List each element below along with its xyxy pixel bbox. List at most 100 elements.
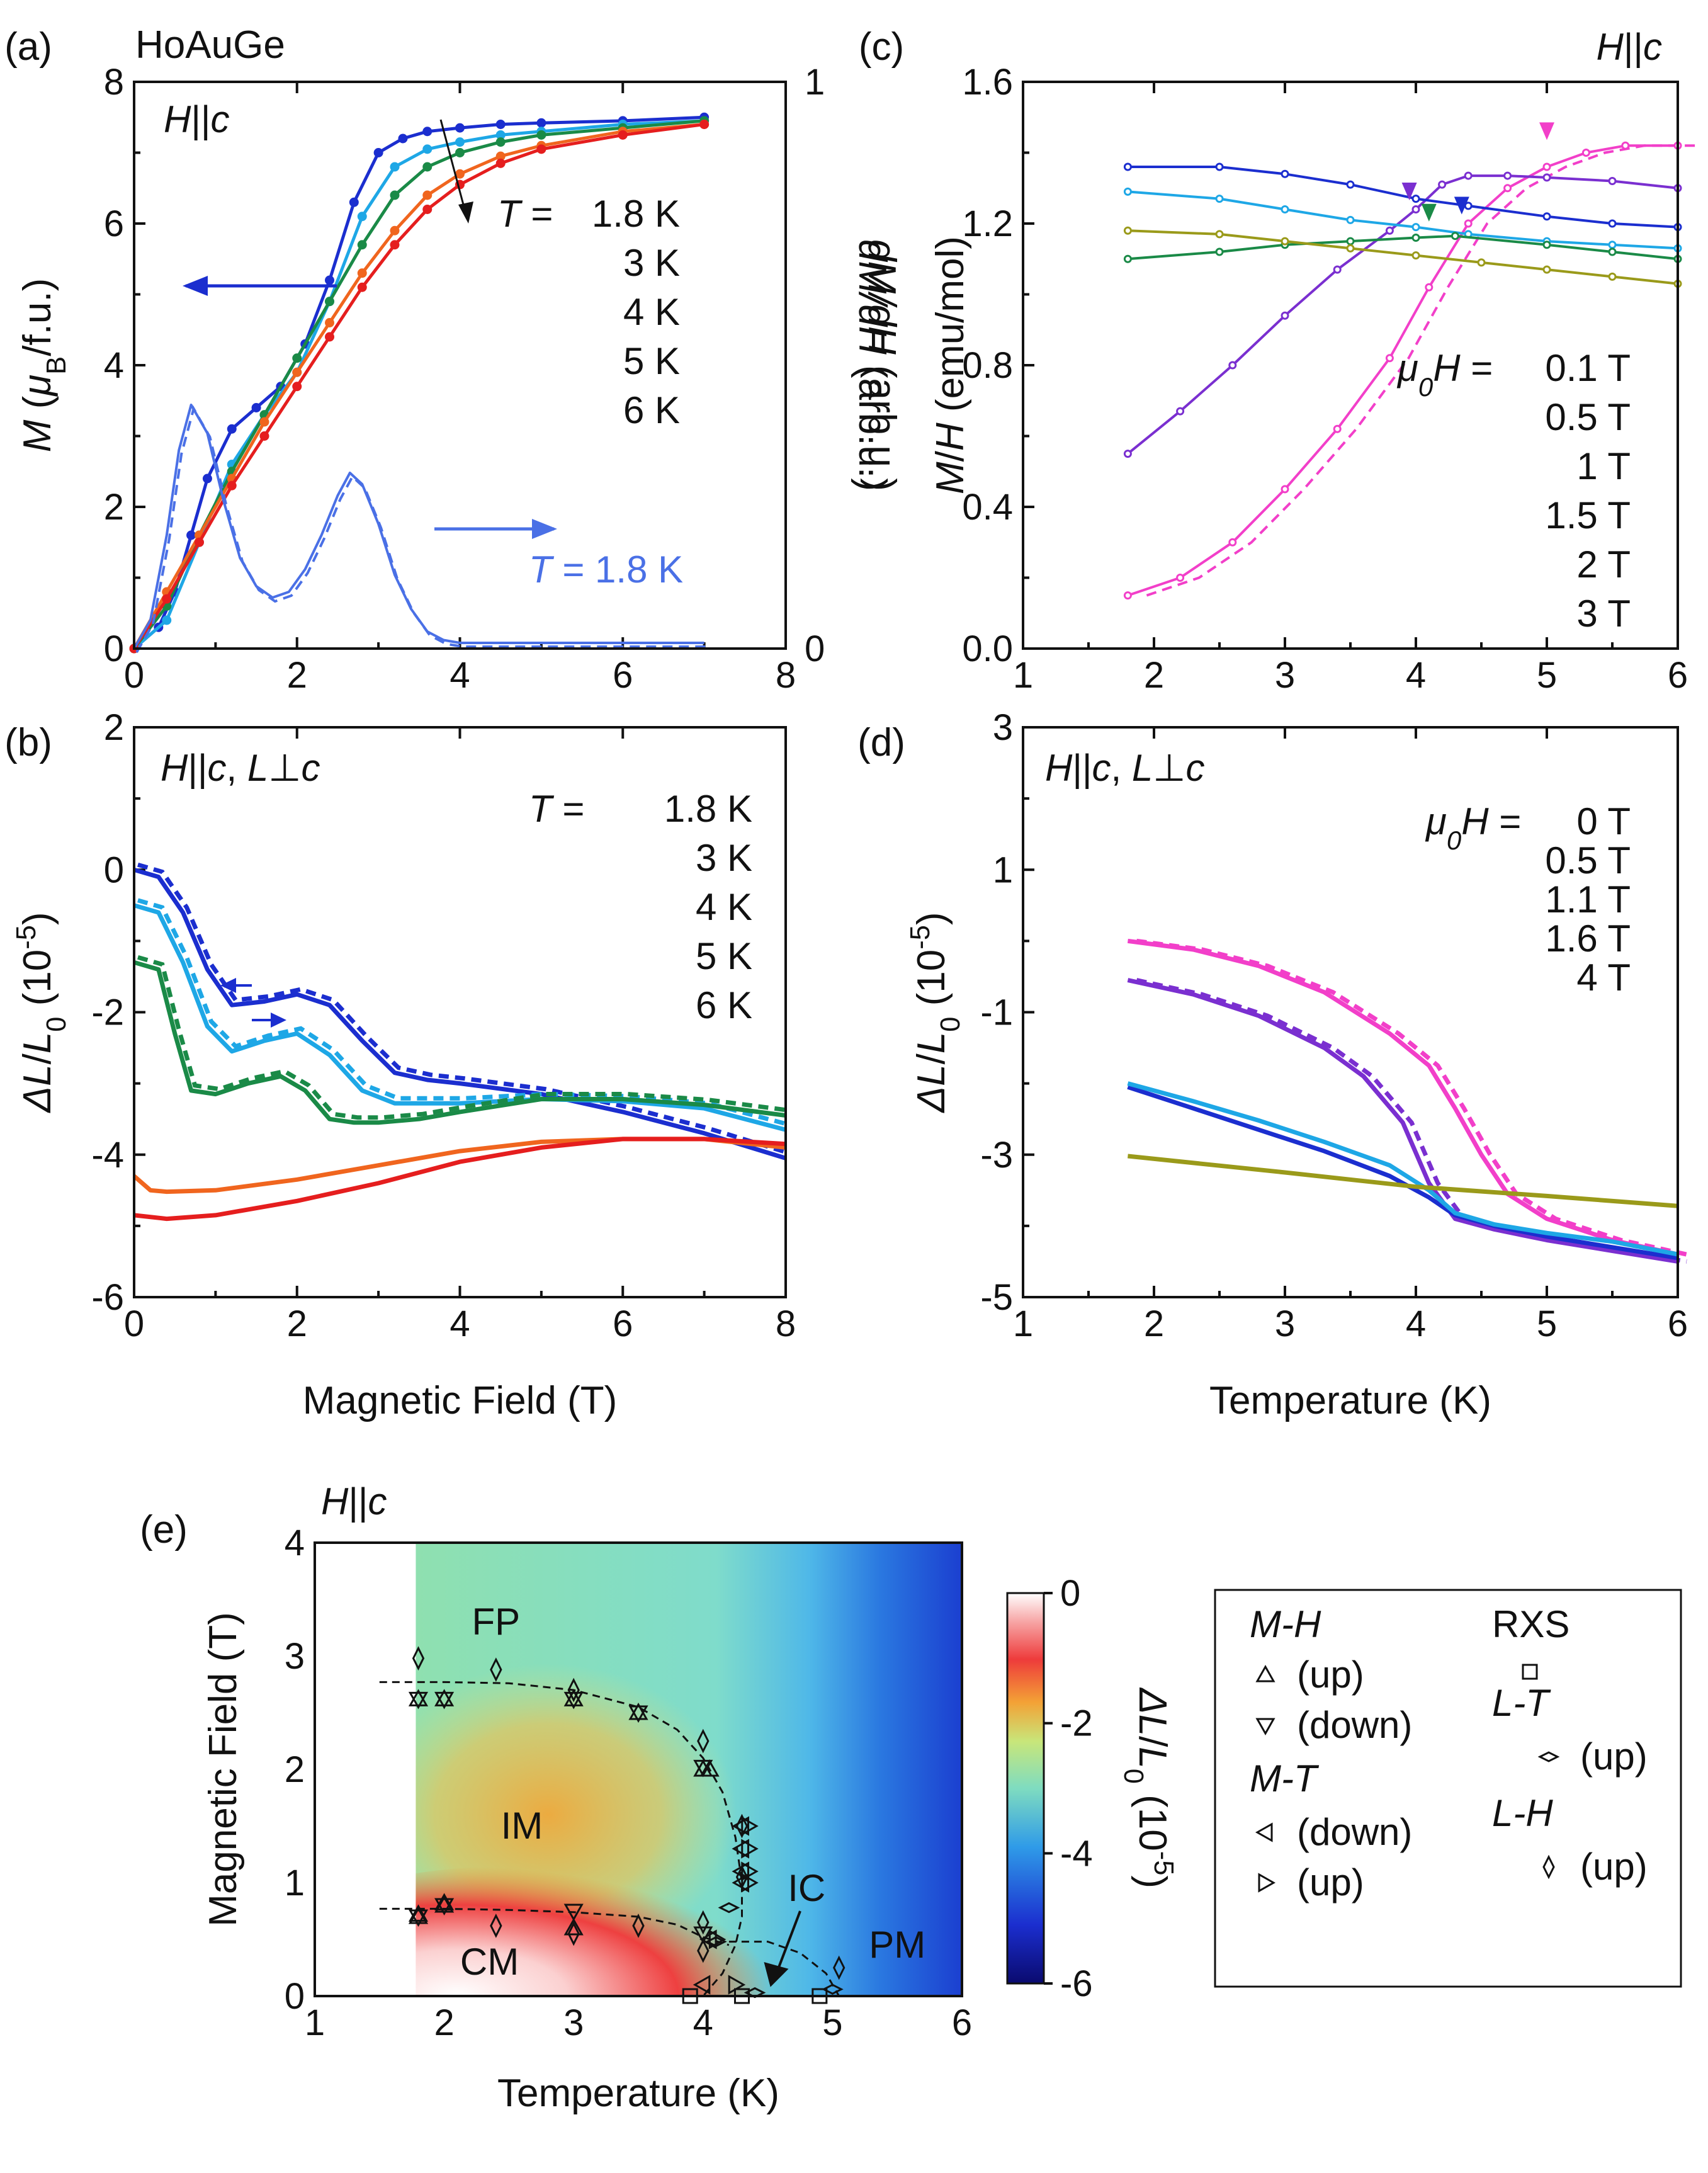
region-label: PM xyxy=(869,1924,925,1966)
data-point xyxy=(1608,219,1617,228)
data-point xyxy=(1477,258,1486,267)
data-point xyxy=(292,367,302,377)
data-point xyxy=(259,431,269,441)
data-point xyxy=(202,474,212,484)
y-axis-label-part: ) xyxy=(16,912,59,925)
x-tick-label: 4 xyxy=(450,655,470,696)
y-axis-label-part: M xyxy=(929,462,972,494)
series-line xyxy=(1127,1081,1678,1257)
dmdh-annotation-part: T xyxy=(529,548,555,591)
condition-label: H||c xyxy=(1596,26,1662,68)
data-point xyxy=(357,268,367,278)
phase-point-LH_up xyxy=(632,1914,645,1938)
phase-point-MT_down xyxy=(699,1929,717,1949)
condition-label-part: , xyxy=(1111,747,1132,789)
data-point xyxy=(1333,265,1342,274)
phase-point-MH_down xyxy=(563,1904,584,1922)
legend-title: T = xyxy=(497,193,553,235)
legend-entry: (up) xyxy=(1297,1654,1364,1696)
phase-point-MH_up xyxy=(408,1904,429,1922)
y-axis-label-part: (10 xyxy=(910,950,953,1017)
x-tick-label: 6 xyxy=(1668,1303,1688,1344)
y-tick-label: 0 xyxy=(104,628,124,669)
y-axis-label-part: ΔL xyxy=(910,1064,953,1113)
data-point xyxy=(162,594,172,604)
transition-marker xyxy=(1401,183,1417,200)
legend-group: M-T xyxy=(1250,1757,1320,1800)
legend-group-part: L-T xyxy=(1492,1682,1551,1724)
data-point xyxy=(1281,485,1289,494)
data-point xyxy=(1346,215,1355,224)
data-point xyxy=(1385,354,1394,363)
transition-marker xyxy=(1539,122,1554,140)
condition-label-part: L xyxy=(247,747,268,789)
data-point xyxy=(1281,169,1289,178)
panel-label: (e) xyxy=(140,1508,188,1552)
data-point xyxy=(1542,241,1551,249)
legend-entry: 1.1 T xyxy=(1545,878,1631,921)
y-axis-label-part: -5 xyxy=(905,925,936,950)
x-tick-label: 2 xyxy=(287,1303,307,1344)
region-label: FP xyxy=(472,1601,521,1643)
data-point xyxy=(349,197,359,207)
y2-axis-label: dM/dH (arb.u.) xyxy=(851,239,894,491)
series-line xyxy=(1127,978,1678,1264)
colorbar-label-part: 0 xyxy=(1118,1769,1148,1784)
sweep-arrow-up-head xyxy=(271,1013,286,1028)
dmdh-annotation-part: = 1.8 K xyxy=(552,548,683,591)
condition-label: H||c xyxy=(164,98,230,140)
series-line xyxy=(1127,1084,1678,1261)
legend-title: μ0H = xyxy=(1425,800,1521,855)
data-point xyxy=(1123,187,1132,196)
legend-entry: 5 K xyxy=(696,935,752,977)
axes-frame xyxy=(314,1541,963,1997)
ic-arrow-head xyxy=(764,1962,789,1987)
y-tick-label: 1.2 xyxy=(962,203,1013,244)
legend-group-part: L-H xyxy=(1492,1792,1553,1834)
phase-point-LT_up xyxy=(705,1936,727,1948)
panel-b: 0 2 4 6 8 -6 -4 -2 0 2 1.8 K 3 K 4 K 5 K 6 K Magnetic F… xyxy=(11,707,796,1422)
y-axis-label: Magnetic Field (T) xyxy=(201,1612,245,1927)
y-axis-label: M/H (emu/mol) xyxy=(929,236,972,494)
legend-group: RXS xyxy=(1492,1603,1569,1645)
data-point xyxy=(1228,538,1237,547)
phase-point-LH_up xyxy=(735,1864,749,1890)
legend-title-part: = xyxy=(521,193,553,235)
y-tick-label: 3 xyxy=(993,707,1013,748)
dmdh-annotation: T = 1.8 K xyxy=(529,548,683,591)
data-point xyxy=(455,148,465,157)
data-point xyxy=(357,212,367,222)
data-point xyxy=(1123,162,1132,171)
legend-entry: 6 K xyxy=(696,984,752,1026)
condition-label-part: || xyxy=(1072,747,1092,789)
axes-frame xyxy=(1022,726,1679,1298)
legend-title-part: T xyxy=(497,193,523,235)
y2-axis-label-c-part: (arb.u.) xyxy=(860,355,903,491)
data-point xyxy=(398,133,408,144)
colorbar-label-part: ΔL xyxy=(1131,1687,1174,1736)
data-point xyxy=(1123,450,1132,458)
transition-marker xyxy=(1454,196,1469,215)
y2-axis-label-c-part: dM/dH xyxy=(860,239,903,355)
phase-point-MH_down xyxy=(693,1759,713,1778)
condition-label-part: c xyxy=(368,1480,387,1523)
x-tick-label: 1 xyxy=(305,2002,325,2043)
series-line xyxy=(1127,938,1678,1257)
data-point xyxy=(1608,177,1617,185)
phase-point-MT_down xyxy=(732,1839,749,1859)
data-point xyxy=(357,240,367,250)
y-tick-label: 1.6 xyxy=(962,62,1013,103)
legend-box xyxy=(1214,1589,1682,1988)
data-point xyxy=(1176,574,1185,582)
y-tick-label: -1 xyxy=(980,992,1013,1033)
y-axis-label-part: -5 xyxy=(11,925,42,950)
condition-label-part: c xyxy=(1186,747,1205,789)
data-point xyxy=(1176,407,1185,416)
x-tick-label: 6 xyxy=(613,655,633,696)
phase-point-LH_up xyxy=(697,1728,710,1754)
legend-symbol xyxy=(1542,1854,1555,1880)
data-point xyxy=(422,162,433,172)
legend-title-part: = xyxy=(1461,347,1493,389)
y-tick-label: 0 xyxy=(285,1976,305,2017)
y-axis-label-part: /f.u.) xyxy=(16,278,59,356)
